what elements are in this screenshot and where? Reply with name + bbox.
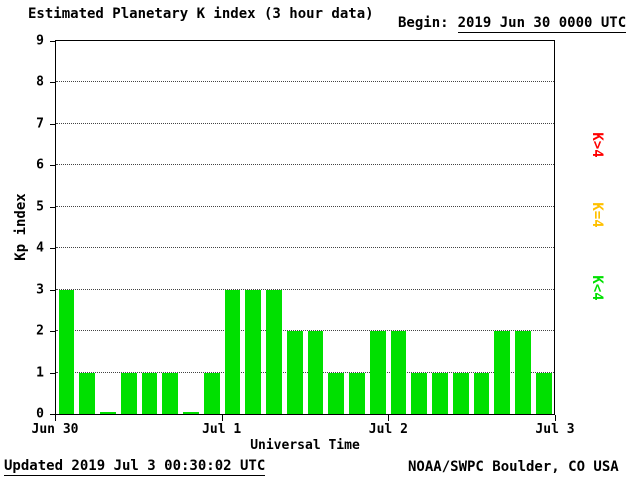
y-tick-label: 7 — [36, 116, 44, 132]
y-axis-tick — [50, 206, 55, 208]
y-axis-tick — [50, 123, 55, 125]
x-axis-tick — [221, 415, 223, 421]
gridline — [56, 81, 554, 83]
chart-title: Estimated Planetary K index (3 hour data… — [28, 6, 374, 22]
kp-bar — [473, 372, 490, 414]
y-axis-tick — [50, 248, 55, 250]
gridline — [56, 247, 554, 249]
kp-bar — [183, 412, 199, 414]
y-axis-tick — [50, 331, 55, 333]
begin-time: Begin: 2019 Jun 30 0000 UTC — [398, 15, 627, 33]
kp-bar — [494, 331, 510, 414]
x-tick-label: Jul 2 — [368, 422, 408, 437]
y-axis-tick — [50, 41, 55, 42]
kp-bar — [162, 372, 178, 414]
y-tick-label: 3 — [36, 282, 44, 298]
kp-bar — [120, 372, 137, 414]
kp-bar — [328, 372, 344, 414]
kp-bar — [452, 372, 469, 414]
kp-bar — [224, 289, 241, 414]
y-axis-tick — [50, 82, 55, 84]
gridline — [56, 288, 554, 290]
kp-bar — [266, 289, 282, 414]
legend-k-gt-4: K>4 — [589, 132, 605, 158]
kp-bar — [369, 331, 386, 414]
legend-k-lt-4: K<4 — [589, 275, 605, 301]
begin-label: Begin: — [398, 15, 449, 31]
updated-timestamp: Updated 2019 Jul 3 00:30:02 UTC — [4, 458, 266, 476]
begin-value: 2019 Jun 30 0000 UTC — [457, 15, 627, 33]
y-tick-label: 2 — [36, 323, 44, 339]
x-axis-tick — [388, 415, 390, 421]
y-axis-title: Kp index — [13, 193, 29, 261]
kp-bar — [432, 372, 448, 414]
kp-bar — [411, 372, 427, 414]
y-tick-label: 5 — [36, 199, 44, 215]
y-axis-tick — [50, 414, 55, 415]
y-axis-tick — [50, 372, 55, 374]
kp-bar — [390, 331, 407, 414]
kp-bar — [349, 372, 365, 414]
y-tick-label: 0 — [36, 406, 44, 422]
x-axis-tick — [55, 415, 56, 421]
y-tick-label: 4 — [36, 240, 44, 256]
gridline — [56, 330, 554, 332]
kp-bar — [100, 412, 116, 414]
kp-bar — [515, 331, 531, 414]
y-tick-label: 1 — [36, 365, 44, 381]
gridline — [56, 122, 554, 124]
x-tick-label: Jul 1 — [202, 422, 242, 437]
x-tick-label: Jun 30 — [31, 422, 79, 437]
kp-bar — [286, 331, 303, 414]
y-tick-label: 6 — [36, 157, 44, 173]
kp-bar — [58, 289, 75, 414]
gridline — [56, 164, 554, 166]
y-axis-tick — [50, 289, 55, 291]
gridline — [56, 205, 554, 207]
plot-area — [55, 40, 555, 415]
y-tick-label: 9 — [36, 33, 44, 49]
y-tick-label: 8 — [36, 74, 44, 90]
gridline — [56, 371, 554, 373]
y-axis-tick — [50, 165, 55, 167]
x-axis-tick — [555, 415, 556, 421]
x-axis-title: Universal Time — [250, 438, 360, 453]
legend-k-eq-4: K=4 — [589, 202, 605, 228]
x-tick-label: Jul 3 — [535, 422, 575, 437]
kp-bar — [245, 289, 261, 414]
kp-bar — [203, 372, 220, 414]
kp-bar — [535, 372, 552, 414]
kp-bar — [141, 372, 158, 414]
kp-bar — [307, 331, 324, 414]
kp-bar — [79, 372, 95, 414]
source-credit: NOAA/SWPC Boulder, CO USA — [408, 459, 619, 475]
